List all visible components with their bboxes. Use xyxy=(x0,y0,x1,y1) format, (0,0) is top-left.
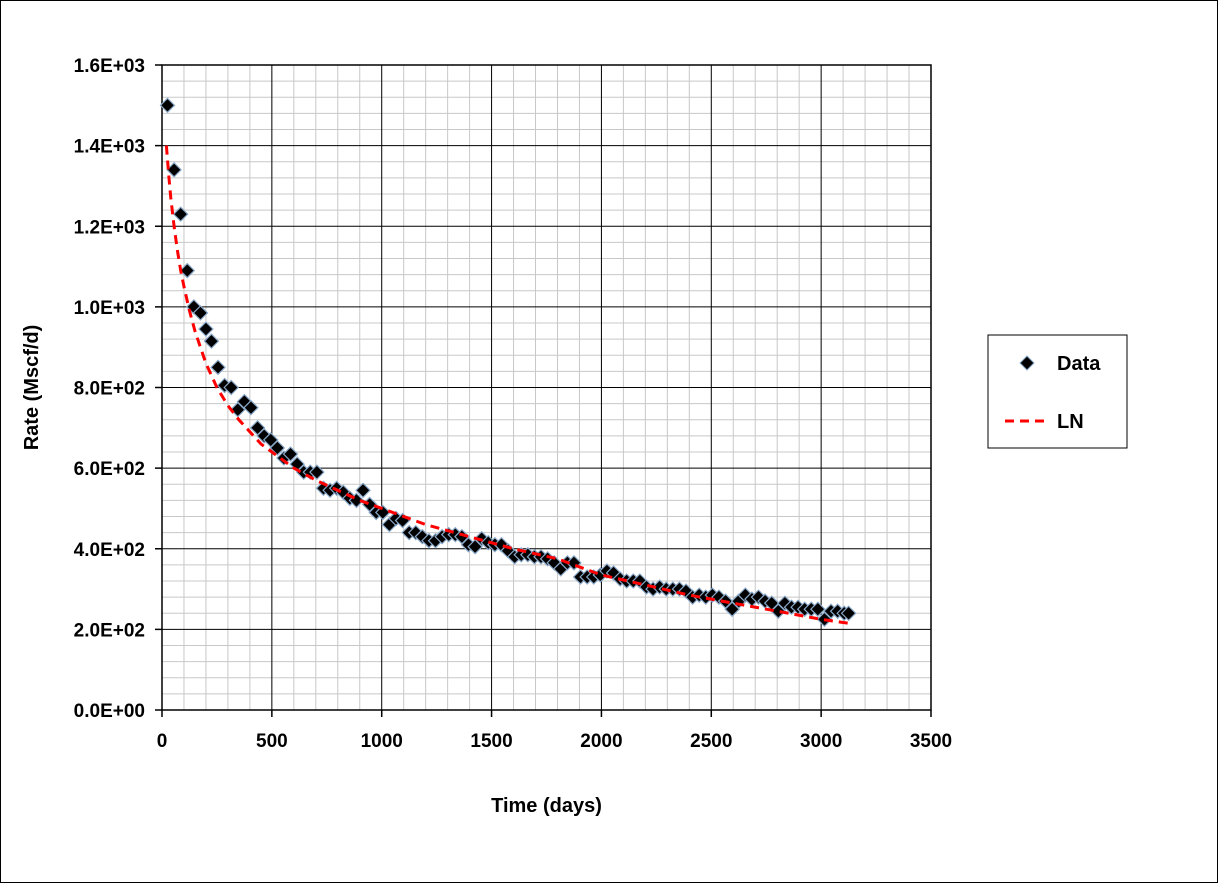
data-point xyxy=(179,262,196,279)
y-tick-label: 1.0E+03 xyxy=(74,298,145,319)
legend-box xyxy=(987,334,1128,449)
legend-item-data: Data xyxy=(1019,353,1101,375)
series-ln-line xyxy=(164,145,849,625)
data-point xyxy=(355,482,371,499)
data-point xyxy=(223,379,240,396)
y-tick-label: 1.6E+03 xyxy=(74,56,145,77)
y-tick-label: 0.0E+00 xyxy=(74,701,145,722)
data-point xyxy=(192,305,209,321)
legend-item-ln: LN xyxy=(1005,411,1084,433)
y-tick-label: 6.0E+02 xyxy=(74,459,145,480)
y-axis-title: Rate (Mscf/d) xyxy=(21,325,43,451)
data-point xyxy=(198,321,214,337)
x-tick-label: 2500 xyxy=(690,731,732,752)
y-axis-ticks xyxy=(155,64,162,711)
legend-data-marker xyxy=(1019,355,1035,371)
data-point xyxy=(243,399,259,416)
x-tick-label: 0 xyxy=(157,731,168,752)
data-point xyxy=(777,595,793,612)
series-data xyxy=(159,97,857,628)
data-point xyxy=(172,206,189,223)
y-tick-label: 4.0E+02 xyxy=(74,540,145,561)
major-gridlines xyxy=(162,65,931,710)
x-tick-label: 2000 xyxy=(580,731,622,752)
x-tick-label: 1000 xyxy=(361,731,403,752)
y-tick-label: 1.2E+03 xyxy=(74,217,145,238)
data-point xyxy=(711,589,727,605)
data-point xyxy=(840,605,857,622)
y-tick-label: 8.0E+02 xyxy=(74,379,145,400)
x-axis-tick-labels: 0 500 1000 1500 2000 2500 3000 3500 xyxy=(157,731,952,752)
series-layer xyxy=(159,97,857,628)
y-tick-label: 1.4E+03 xyxy=(74,137,145,158)
x-axis-ticks xyxy=(161,710,932,717)
x-axis-title: Time (days) xyxy=(491,795,602,817)
y-axis-tick-labels: 0.0E+00 2.0E+02 4.0E+02 6.0E+02 8.0E+02 1.0E+… xyxy=(74,56,145,722)
x-tick-label: 3000 xyxy=(800,731,842,752)
legend: Data LN xyxy=(987,334,1128,449)
data-point xyxy=(210,359,226,376)
data-point xyxy=(282,446,299,462)
x-tick-label: 500 xyxy=(256,731,288,752)
data-point xyxy=(203,333,220,349)
data-point xyxy=(159,97,176,114)
data-point xyxy=(269,440,286,456)
x-tick-label: 1500 xyxy=(470,731,512,752)
data-point xyxy=(309,464,325,481)
legend-data-label: Data xyxy=(1057,353,1101,375)
y-tick-label: 2.0E+02 xyxy=(74,620,145,641)
x-tick-label: 3500 xyxy=(910,731,952,752)
data-point xyxy=(809,601,826,618)
legend-ln-label: LN xyxy=(1057,411,1084,433)
